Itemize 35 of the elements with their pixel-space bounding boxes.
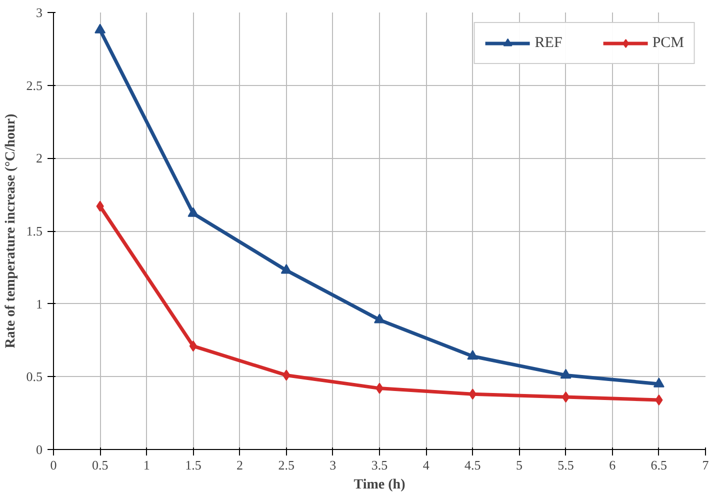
x-tick-label: 7 xyxy=(702,458,710,472)
point xyxy=(280,264,292,274)
x-tick-label: 2 xyxy=(236,458,244,472)
x-tick-label: 5 xyxy=(516,458,522,472)
point xyxy=(467,350,478,360)
point xyxy=(189,340,198,352)
x-tick-label: 4.5 xyxy=(464,458,481,472)
y-axis-title: Rate of temperature increase (°C/hour) xyxy=(3,113,18,348)
x-tick-label: 6.5 xyxy=(650,458,668,472)
x-tick-label: 5.5 xyxy=(558,458,574,472)
y-tick-label: 2.5 xyxy=(26,78,42,93)
x-tick-label: 4 xyxy=(422,458,430,472)
y-tick-label: 0.5 xyxy=(26,369,42,384)
x-tick-label: 3 xyxy=(330,458,336,472)
legend-label: PCM xyxy=(652,34,684,52)
x-tick-label: 3.5 xyxy=(371,458,388,472)
x-tick-label: 1 xyxy=(143,458,150,472)
y-tick-label: 0 xyxy=(36,442,42,457)
legend-label: REF xyxy=(534,34,562,52)
point xyxy=(560,368,572,379)
point xyxy=(562,392,570,403)
y-tick-label: 1.5 xyxy=(26,224,42,238)
x-tick-label: 1.5 xyxy=(185,458,202,472)
point xyxy=(653,378,664,388)
y-tick-label: 1 xyxy=(36,296,42,312)
x-tick-label: 0 xyxy=(50,458,57,472)
x-tick-label: 0.5 xyxy=(92,458,108,472)
point xyxy=(374,314,385,324)
x-axis-title: Time (h) xyxy=(354,478,406,492)
y-tick-label: 3 xyxy=(36,5,42,20)
x-tick-label: 2.5 xyxy=(278,458,294,472)
y-tick-label: 2 xyxy=(36,150,42,166)
point xyxy=(94,24,106,34)
x-tick-label: 6 xyxy=(609,458,616,472)
point xyxy=(188,207,199,217)
